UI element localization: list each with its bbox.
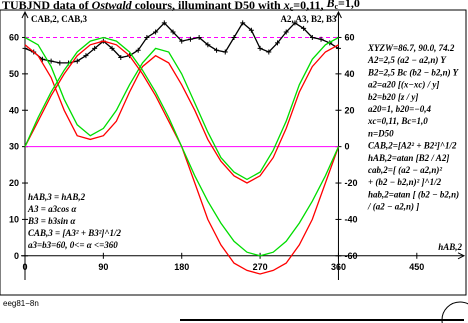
- series-point: [248, 27, 254, 33]
- right-y-tick-label: -20: [344, 178, 357, 188]
- left-y-tick-label: 0: [14, 251, 19, 261]
- series-point: [240, 20, 246, 26]
- right-formula: CAB,2=[A2² + B2²]^1/2: [368, 141, 457, 151]
- labels-group: CAB,2, CAB,3 A2, A3, B2, B3 hAB,2 hAB,3 = h…: [27, 14, 462, 252]
- left-axis-arrow: [21, 10, 29, 19]
- series-point: [161, 20, 167, 26]
- x-tick-label: 90: [98, 262, 108, 272]
- left-formula: A3 = a3cos α: [27, 204, 77, 214]
- left-y-tick-label: 30: [9, 142, 19, 152]
- right-formula: cab,2=[ (a2 − a2,n)²: [368, 165, 442, 175]
- left-formula: B3 = b3sin α: [27, 216, 76, 226]
- right-y-tick-label: 0: [344, 142, 349, 152]
- right-y-tick-label: 40: [344, 69, 354, 79]
- right-formula: A2=2,5 (a2 − a2,n) Y: [367, 55, 447, 65]
- right-formula: hab,2=atan [ (b2 − b2,n): [368, 189, 459, 199]
- series-point: [83, 53, 89, 59]
- left-formula: CAB,3 = [A3² + B3²]^1/2: [28, 228, 122, 238]
- series-line-4: [24, 36, 340, 257]
- x-tick-label: 450: [409, 262, 424, 272]
- series-point: [222, 49, 228, 55]
- series-point: [92, 45, 98, 51]
- series-point: [144, 34, 150, 40]
- right-y-tick-label: -60: [344, 251, 357, 261]
- series-point: [153, 29, 159, 35]
- plot-frame: [0, 9, 467, 296]
- series-point: [335, 45, 341, 51]
- right-axis-arrow: [335, 10, 342, 19]
- right-formula: B2=2,5 Bc (b2 − b2,n) Y: [367, 67, 460, 77]
- corner-circle: [441, 301, 468, 323]
- reference-lines: [25, 36, 339, 148]
- axes: 0 90 180 270 360 450 0 10 20 30 40 50 60 -60 -40 -20 0 20…: [9, 10, 466, 280]
- series-point: [257, 45, 263, 51]
- right-formula: / (a2 − a2,n) ]: [367, 202, 419, 212]
- right-formula: XYZW=86.7, 90.0, 74.2: [367, 43, 455, 53]
- series-point: [22, 45, 28, 51]
- left-y-tick-label: 20: [9, 178, 19, 188]
- x-tick-label: 270: [253, 262, 268, 272]
- series-point: [214, 47, 220, 53]
- left-formula: a3=b3=60, 0<= α <=360: [28, 240, 118, 250]
- series-point: [48, 58, 54, 64]
- series-point: [135, 47, 141, 53]
- x-tick-label: 180: [174, 262, 189, 272]
- series-point: [170, 29, 176, 35]
- right-formula: b2=b20 [z / y]: [368, 92, 418, 102]
- right-y-tick-label: -40: [344, 214, 357, 224]
- series-group: [22, 20, 341, 275]
- series-line-2: [24, 36, 339, 181]
- series-point: [118, 54, 124, 60]
- right-y-tick-label: 20: [344, 105, 354, 115]
- right-formula: a20=1, b20=−0,4: [368, 104, 431, 114]
- series-point: [196, 34, 202, 40]
- x-tick-label: 0: [22, 262, 27, 272]
- series-point: [74, 58, 80, 64]
- left-y-tick-label: 60: [9, 32, 19, 42]
- series-point: [309, 34, 315, 40]
- right-formula: xc=0,11, Bc=1,0: [367, 116, 428, 126]
- series-point: [301, 25, 307, 31]
- series-point: [231, 34, 237, 40]
- series-point: [205, 42, 211, 48]
- series-point: [187, 36, 193, 42]
- x-tick-label: 360: [331, 262, 346, 272]
- x-axis-arrow: [457, 252, 466, 260]
- footer-code: eeg81−8n: [3, 299, 39, 308]
- series-point: [318, 36, 324, 42]
- right-formula: n=D50: [368, 128, 394, 138]
- left-formula: hAB,3 = hAB,2: [28, 192, 86, 202]
- right-formula: a2=a20 [(x−xc) / y]: [368, 80, 439, 90]
- series-point: [292, 20, 298, 26]
- right-formula: hAB,2=atan [B2 / A2]: [368, 153, 449, 163]
- right-axis-title: A2, A3, B2, B3: [280, 14, 337, 24]
- series-line-1: [24, 44, 339, 184]
- x-axis-title: hAB,2: [438, 242, 462, 252]
- left-axis-title: CAB,2, CAB,3: [31, 14, 88, 24]
- series-point: [275, 40, 281, 46]
- series-point: [57, 60, 63, 66]
- series-point: [283, 29, 289, 35]
- left-y-tick-label: 10: [9, 214, 19, 224]
- series-point: [109, 45, 115, 51]
- right-y-tick-label: 60: [344, 32, 354, 42]
- right-formula: + (b2 − b2,n)² ]^1/2: [368, 177, 442, 187]
- chart-title: TUBJND data of Ostwald colours, illumina…: [2, 0, 360, 13]
- series-point: [266, 49, 272, 55]
- left-y-tick-label: 40: [9, 105, 19, 115]
- series-point: [179, 38, 185, 44]
- left-y-tick-label: 50: [9, 69, 19, 79]
